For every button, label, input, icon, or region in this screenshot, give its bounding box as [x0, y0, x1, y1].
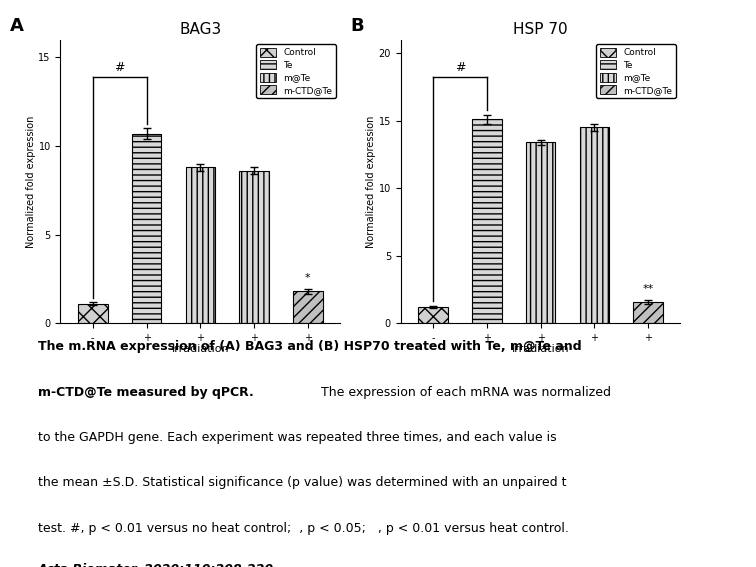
Bar — [132, 134, 161, 323]
Text: the mean ±S.D. Statistical significance (p value) was determined with an unpaire: the mean ±S.D. Statistical significance … — [38, 476, 566, 489]
Text: A: A — [10, 17, 24, 35]
Bar — [580, 128, 609, 323]
Text: B: B — [350, 17, 364, 35]
X-axis label: Irradiation: Irradiation — [512, 344, 569, 354]
Text: m-CTD@Te measured by qPCR.: m-CTD@Te measured by qPCR. — [38, 386, 253, 399]
Bar — [418, 307, 448, 323]
Text: to the GAPDH gene. Each experiment was repeated three times, and each value is: to the GAPDH gene. Each experiment was r… — [38, 431, 556, 444]
Text: The m.RNA expression of (A) BAG3 and (B) HSP70 treated with Te, m@Te and: The m.RNA expression of (A) BAG3 and (B)… — [38, 340, 581, 353]
Legend: Control, Te, m@Te, m-CTD@Te: Control, Te, m@Te, m-CTD@Te — [256, 44, 336, 98]
Bar — [634, 302, 663, 323]
Text: #: # — [454, 61, 465, 74]
Y-axis label: Normalized fold expression: Normalized fold expression — [366, 115, 376, 248]
X-axis label: Irradiation: Irradiation — [172, 344, 229, 354]
Text: The expression of each mRNA was normalized: The expression of each mRNA was normaliz… — [312, 386, 611, 399]
Bar — [78, 304, 107, 323]
Bar — [185, 167, 215, 323]
Y-axis label: Normalized fold expression: Normalized fold expression — [26, 115, 36, 248]
Bar — [525, 142, 556, 323]
Text: test. #, p < 0.01 versus no heat control;  , p < 0.05;   , p < 0.01 versus heat : test. #, p < 0.01 versus no heat control… — [38, 522, 569, 535]
Title: HSP 70: HSP 70 — [513, 22, 568, 37]
Text: Acta Biomater. 2020;110:208-220.: Acta Biomater. 2020;110:208-220. — [38, 562, 279, 567]
Bar — [293, 291, 323, 323]
Legend: Control, Te, m@Te, m-CTD@Te: Control, Te, m@Te, m-CTD@Te — [596, 44, 676, 98]
Text: #: # — [114, 61, 125, 74]
Text: *: * — [305, 273, 311, 283]
Title: BAG3: BAG3 — [179, 22, 222, 37]
Bar — [240, 171, 269, 323]
Bar — [472, 119, 501, 323]
Text: **: ** — [643, 284, 654, 294]
